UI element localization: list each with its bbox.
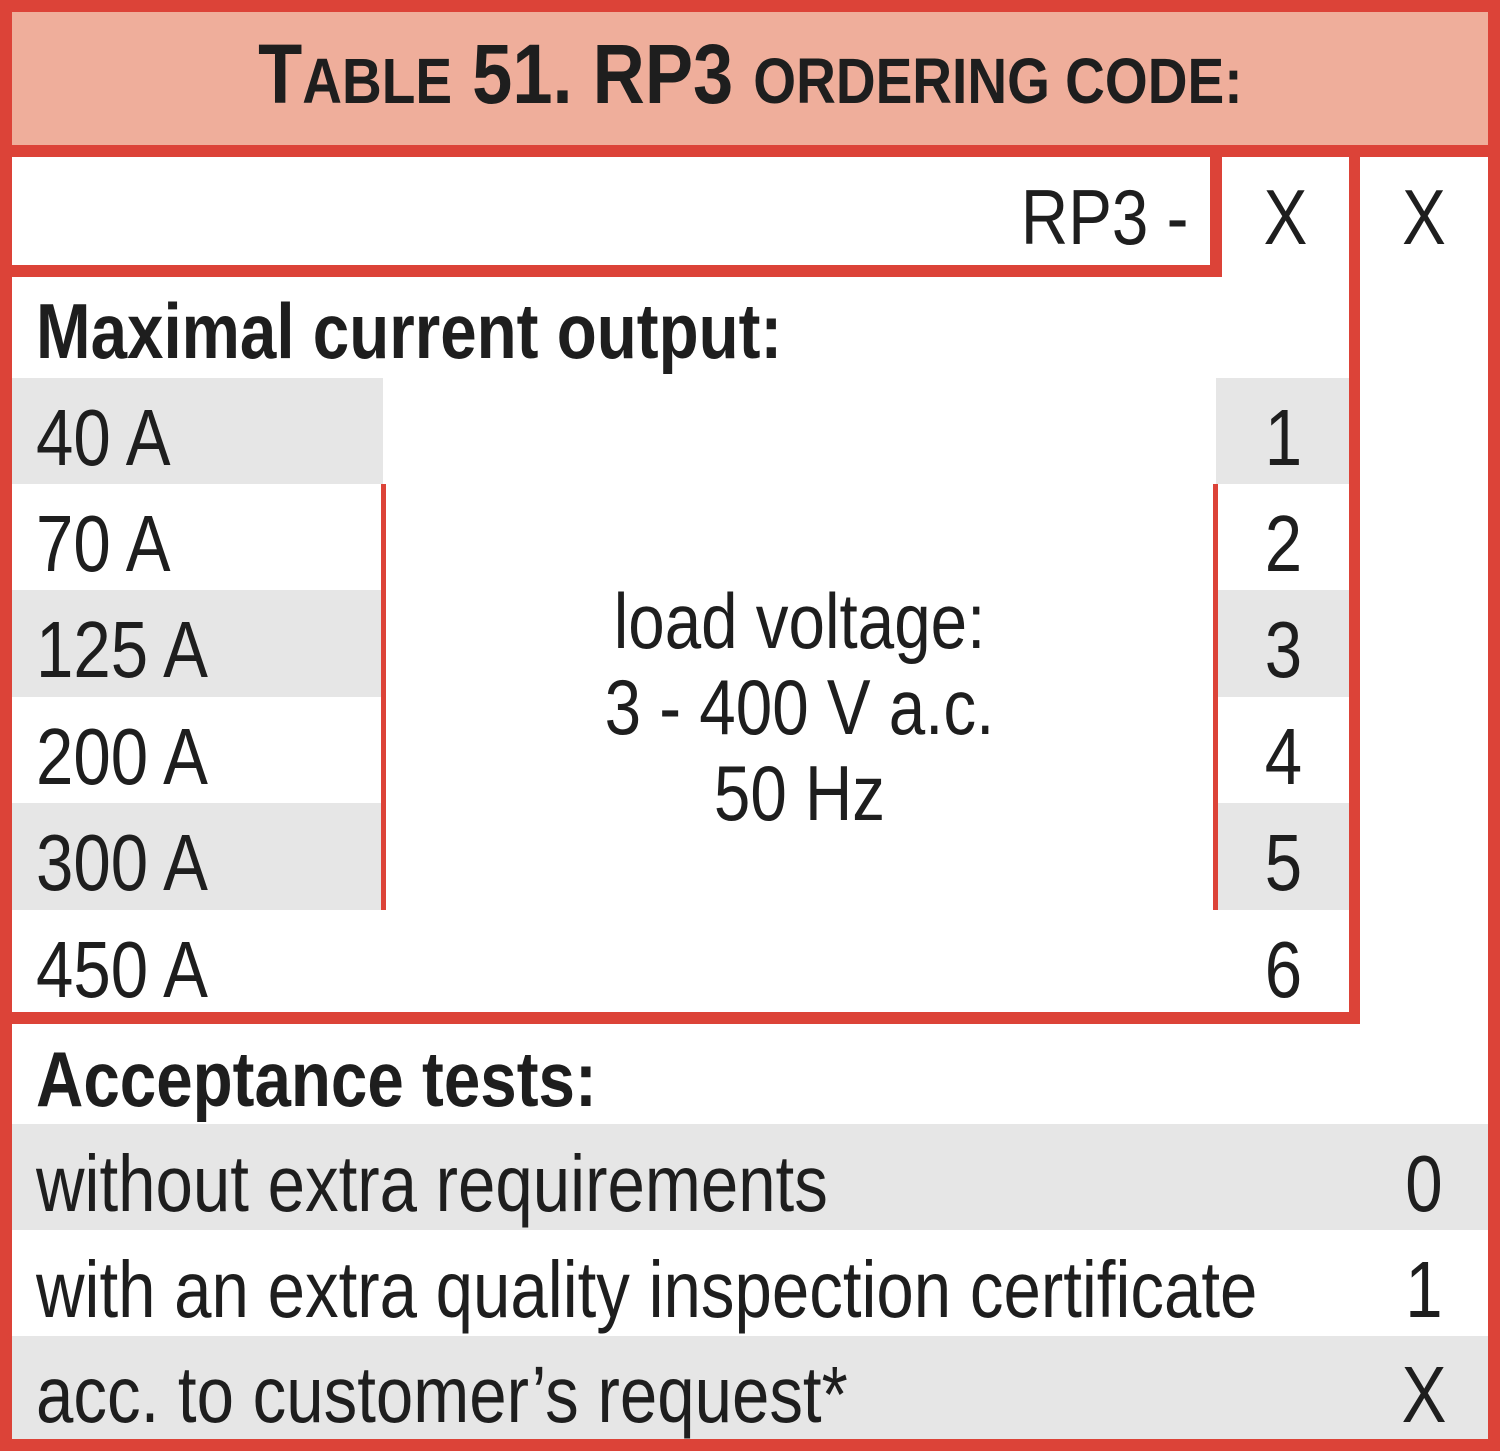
note-line: 3 - 400 V a.c. [604,663,995,751]
current-option-code: 6 [1264,925,1303,1014]
border [1210,157,1222,277]
current-option-label: 125 A [36,605,208,694]
table-header [0,0,1500,157]
stripe [1216,378,1350,484]
stripe [12,1336,1488,1439]
acceptance-option-code: X [1401,1350,1447,1439]
border [1349,157,1360,1024]
title-number: 51. [471,27,573,121]
stripe [12,590,383,697]
current-option-code: 3 [1264,605,1303,694]
border [0,0,1500,12]
stripe [12,803,383,910]
acceptance-option-label: without extra requirements [36,1139,828,1228]
border [0,1012,1360,1024]
current-option-label: 450 A [36,925,208,1014]
border [1213,484,1218,910]
current-option-code: 4 [1264,712,1303,801]
border [0,265,1222,277]
stripe [1216,590,1350,697]
title-prefix-small: ABLE [301,45,452,117]
code-slot-2: X [1402,173,1446,261]
acceptance-option-code: 1 [1405,1245,1443,1334]
current-option-code: 5 [1264,818,1303,907]
current-option-label: 70 A [36,499,171,588]
acceptance-option-label: acc. to customer’s request* [36,1350,848,1439]
current-option-label: 40 A [36,393,171,482]
border [0,0,12,1451]
title-rest: ORDERING CODE: [752,45,1243,117]
current-option-code: 2 [1264,499,1303,588]
table-title: TABLE 51. RP3 ORDERING CODE: [0,32,1500,116]
current-option-label: 300 A [36,818,208,907]
border [381,484,386,910]
stripe [12,378,383,484]
border [0,1439,1500,1451]
title-prefix: T [257,27,302,121]
load-note: load voltage: 3 - 400 V a.c. 50 Hz [386,578,1213,836]
acceptance-option-label: with an extra quality inspection certifi… [36,1245,1258,1334]
note-line: 50 Hz [713,749,886,837]
code-prefix: RP3 - [1020,173,1188,261]
acceptance-option-code: 0 [1405,1139,1443,1228]
code-slot-1: X [1263,173,1308,261]
stripe [12,1124,1488,1230]
border [1488,0,1500,1451]
current-option-code: 1 [1264,393,1303,482]
current-option-label: 200 A [36,712,208,801]
border [0,145,1500,157]
title-code: RP3 [592,27,733,121]
note-line: load voltage: [613,577,986,665]
acceptance-heading: Acceptance tests: [36,1035,597,1123]
current-heading: Maximal current output: [36,287,783,375]
stripe [1216,803,1350,910]
